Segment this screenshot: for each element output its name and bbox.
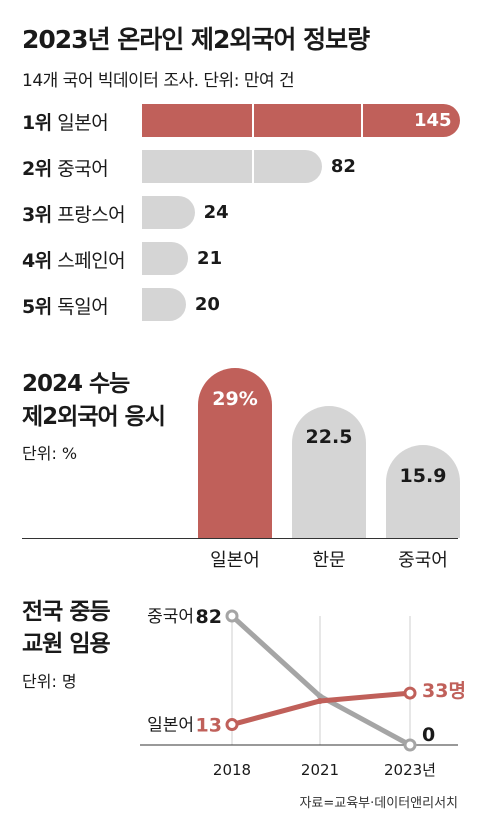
chart3-title: 전국 중등 교원 임용: [22, 596, 111, 660]
bar-gridline: [251, 150, 254, 183]
language-name: 프랑스어: [51, 204, 126, 226]
bar-value-label: 145: [414, 110, 452, 131]
bar: [142, 196, 195, 229]
column-value-label: 22.5: [305, 426, 353, 449]
bar: [142, 104, 460, 137]
chart1-subtitle: 14개 국어 빅데이터 조사. 단위: 만여 건: [22, 71, 295, 91]
bar-value-label: 21: [197, 248, 223, 269]
bar-category-label: 3위 프랑스어: [22, 200, 126, 227]
bar-gridline: [361, 104, 364, 137]
line-x-tick-label: 2018: [213, 761, 251, 779]
chart3-unit: 단위: 명: [22, 672, 77, 691]
column-value-label: 15.9: [399, 464, 447, 487]
bar-value-label: 24: [203, 202, 229, 223]
line-series-name: 중국어: [147, 607, 194, 627]
language-name: 일본어: [51, 112, 109, 134]
bar-value-label: 20: [194, 294, 220, 315]
bar-category-label: 4위 스페인어: [22, 246, 126, 273]
line-point: [403, 738, 417, 752]
line-series: [230, 614, 412, 748]
source-note: 자료=교육부·데이터앤리서치: [299, 796, 458, 811]
bar-category-label: 1위 일본어: [22, 108, 109, 135]
chart2-unit: 단위: %: [22, 444, 78, 463]
language-name: 스페인어: [51, 250, 126, 272]
column-value-label: 29%: [212, 388, 258, 410]
line-start-value: 82: [196, 606, 222, 628]
bar: [142, 150, 322, 183]
column-bar: [292, 406, 366, 538]
column-category-label: 한문: [312, 550, 346, 571]
rank-number: 1위: [22, 112, 52, 134]
column-category-label: 일본어: [210, 550, 260, 571]
chart3-title-line2: 교원 임용: [22, 631, 111, 657]
line-end-value: 33명: [422, 680, 466, 702]
line-point: [317, 693, 323, 700]
column-category-label: 중국어: [398, 550, 448, 571]
chart3-title-line1: 전국 중등: [22, 599, 111, 625]
chart2-title-line2: 제2외국어 응시: [22, 404, 166, 430]
language-name: 중국어: [51, 158, 109, 180]
chart1-title: 2023년 온라인 제2외국어 정보량: [22, 25, 370, 54]
bar-category-label: 5위 독일어: [22, 292, 109, 319]
bar: [142, 288, 186, 321]
bar-value-label: 82: [330, 156, 356, 177]
rank-number: 4위: [22, 250, 52, 272]
bar-category-label: 2위 중국어: [22, 154, 109, 181]
column-bar: [198, 368, 272, 538]
line-point: [225, 718, 239, 732]
column-bar: [386, 444, 460, 538]
line-end-value: 0: [422, 724, 435, 746]
language-name: 독일어: [51, 296, 109, 318]
bar-gridline: [251, 104, 254, 137]
line-point: [225, 609, 239, 623]
chart2-title: 2024 수능 제2외국어 응시: [22, 368, 166, 434]
line-x-tick-label: 2023년: [384, 761, 436, 779]
bar: [142, 242, 189, 275]
chart2-title-line1: 2024 수능: [22, 371, 130, 397]
line-point: [317, 697, 323, 704]
line-series-name: 일본어: [147, 716, 194, 736]
line-x-tick-label: 2021: [301, 761, 339, 779]
line-start-value: 13: [196, 715, 222, 737]
column-baseline: [22, 538, 458, 539]
line-point: [403, 686, 417, 700]
rank-number: 2위: [22, 158, 52, 180]
rank-number: 5위: [22, 296, 52, 318]
rank-number: 3위: [22, 204, 52, 226]
